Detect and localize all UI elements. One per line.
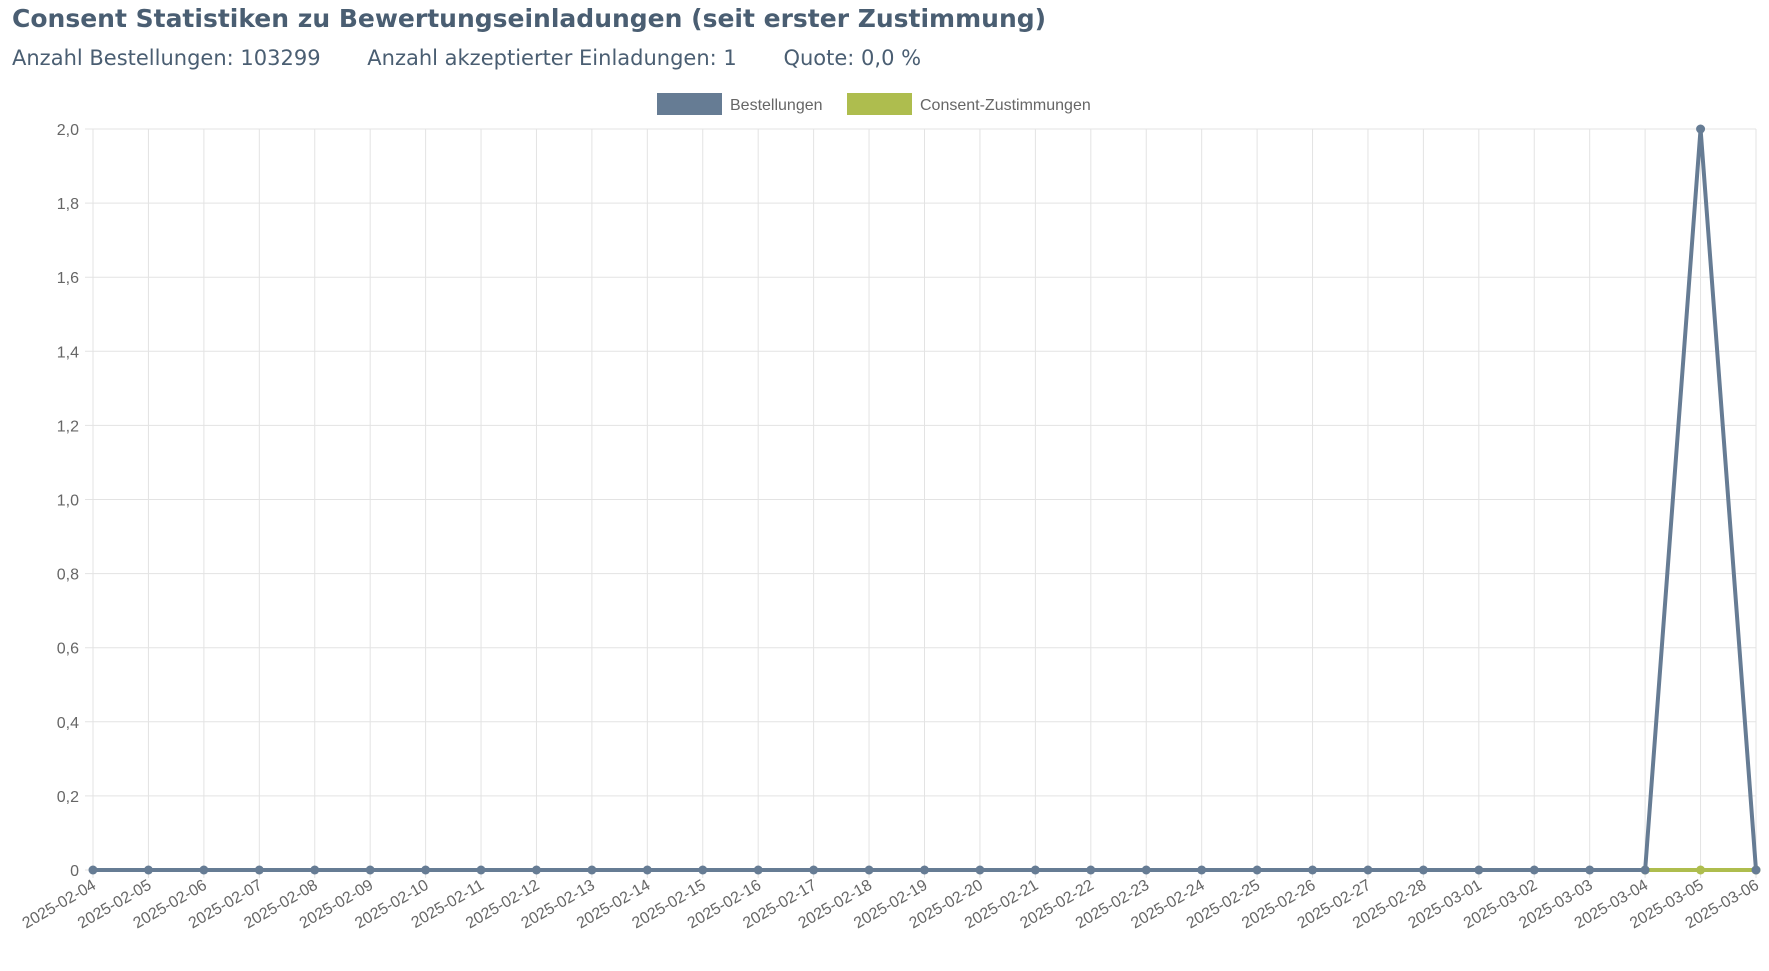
data-point[interactable]: [1529, 865, 1539, 875]
data-point[interactable]: [1418, 865, 1428, 875]
data-point[interactable]: [421, 865, 431, 875]
y-axis-ticks: 0 0,2 0,4 0,6 0,8 1,0 1,2 1,4 1,6 1,8 2,0: [57, 122, 79, 880]
y-tick-label: 0: [70, 863, 79, 880]
data-point[interactable]: [1308, 865, 1318, 875]
data-point[interactable]: [143, 865, 153, 875]
y-tick-label: 1,4: [57, 344, 79, 361]
series-consent-zustimmungen: [1640, 865, 1761, 875]
data-point[interactable]: [753, 865, 763, 875]
chart-series: [88, 124, 1761, 875]
stats-row: Anzahl Bestellungen: 103299 Anzahl akzep…: [12, 46, 961, 70]
y-tick-label: 0,8: [57, 567, 79, 584]
data-point[interactable]: [975, 865, 985, 875]
data-point[interactable]: [1751, 865, 1761, 875]
data-point[interactable]: [199, 865, 209, 875]
data-point[interactable]: [1585, 865, 1595, 875]
data-point[interactable]: [864, 865, 874, 875]
legend-label: Bestellungen: [730, 97, 823, 114]
data-point[interactable]: [698, 865, 708, 875]
data-point[interactable]: [365, 865, 375, 875]
y-tick-label: 1,0: [57, 493, 79, 510]
data-point[interactable]: [920, 865, 929, 875]
data-point[interactable]: [531, 865, 541, 875]
legend-swatch: [847, 93, 912, 115]
x-axis-ticks: 2025-02-042025-02-052025-02-062025-02-07…: [20, 877, 1762, 933]
legend-label: Consent-Zustimmungen: [920, 97, 1091, 114]
data-point[interactable]: [1363, 865, 1373, 875]
data-point[interactable]: [1086, 865, 1096, 875]
data-point[interactable]: [88, 865, 98, 875]
y-tick-label: 0,2: [57, 789, 79, 806]
data-point[interactable]: [1141, 865, 1151, 875]
data-point[interactable]: [1252, 865, 1262, 875]
data-point[interactable]: [310, 865, 320, 875]
data-point[interactable]: [809, 865, 819, 875]
y-tick-label: 1,8: [57, 196, 79, 213]
stat-quote: Quote: 0,0 %: [783, 46, 922, 70]
page-title: Consent Statistiken zu Bewertungseinladu…: [12, 4, 1047, 33]
data-point[interactable]: [1696, 124, 1706, 134]
y-tick-label: 1,6: [57, 270, 79, 287]
y-tick-label: 0,4: [57, 715, 79, 732]
data-point[interactable]: [254, 865, 264, 875]
y-tick-label: 2,0: [57, 122, 79, 139]
data-point[interactable]: [476, 865, 486, 875]
y-tick-label: 1,2: [57, 418, 79, 435]
series-bestellungen: [88, 124, 1761, 875]
data-point[interactable]: [587, 865, 597, 875]
legend-item[interactable]: Consent-Zustimmungen: [847, 93, 1091, 115]
data-point[interactable]: [1030, 865, 1040, 875]
data-point[interactable]: [642, 865, 652, 875]
y-tick-label: 0,6: [57, 641, 79, 658]
stat-orders: Anzahl Bestellungen: 103299: [12, 46, 321, 70]
data-point[interactable]: [1640, 865, 1650, 875]
chart-grid: [85, 128, 1757, 878]
legend-item[interactable]: Bestellungen: [657, 93, 823, 115]
stat-accepted-invitations: Anzahl akzeptierter Einladungen: 1: [367, 46, 737, 70]
data-point[interactable]: [1474, 865, 1484, 875]
data-point[interactable]: [1696, 865, 1706, 875]
legend-swatch: [657, 93, 722, 115]
data-point[interactable]: [1197, 865, 1207, 875]
chart-legend[interactable]: Bestellungen Consent-Zustimmungen: [657, 93, 1091, 115]
